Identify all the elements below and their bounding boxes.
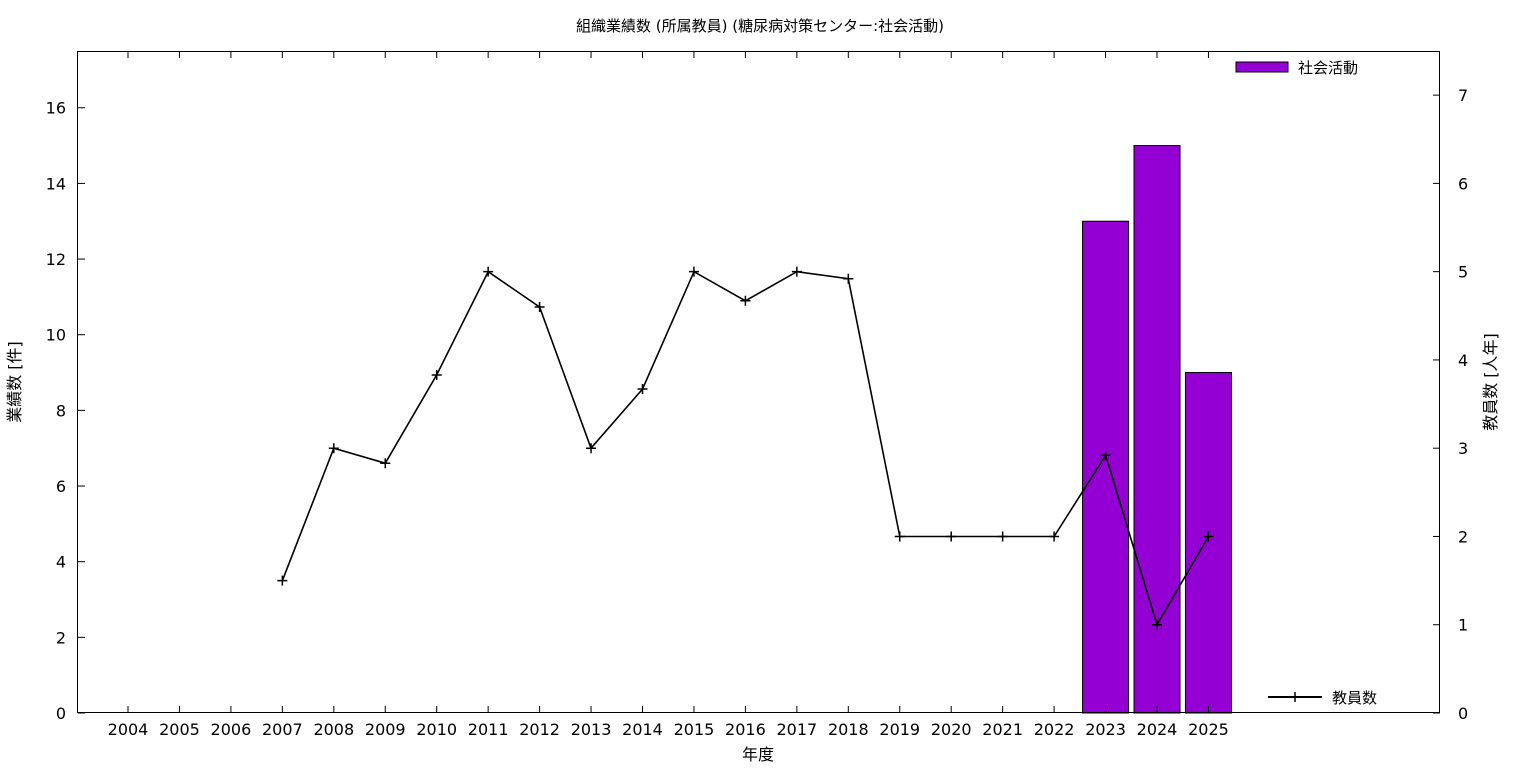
bar-2025	[1184, 372, 1232, 714]
line-point-2015	[688, 266, 699, 277]
line-series-faculty	[281, 270, 1210, 627]
x-tick-label: 2017	[776, 720, 817, 739]
chart-title: 組織業績数 (所属教員) (糖尿病対策センター:社会活動)	[576, 17, 944, 35]
legend-line-marker	[1290, 692, 1300, 702]
line-point-2011	[483, 266, 494, 277]
x-tick-label: 2022	[1034, 720, 1075, 739]
x-tick-label: 2005	[159, 720, 200, 739]
y-tick-label: 4	[56, 553, 66, 572]
y2-tick-label: 6	[1458, 174, 1468, 193]
y-axis-right: 0 1 2 3 4 5 6 7	[1433, 86, 1468, 723]
legend-bar-label: 社会活動	[1298, 59, 1358, 77]
legend-line: 教員数	[1268, 689, 1377, 707]
x-tick-label: 2010	[416, 720, 457, 739]
y-tick-label: 14	[46, 174, 66, 193]
y2-tick-label: 2	[1458, 527, 1468, 546]
y-axis-label: 業績数 [件]	[5, 341, 24, 423]
line-point-2022	[1049, 531, 1060, 542]
line-point-2010	[431, 369, 442, 380]
x-tick-label: 2014	[622, 720, 663, 739]
line-point-2016	[740, 295, 751, 306]
plot-frame	[77, 51, 1440, 713]
legend-bar-swatch	[1235, 61, 1289, 73]
bars-layer	[1082, 145, 1232, 714]
x-tick-label: 2021	[982, 720, 1023, 739]
bar-2023	[1082, 220, 1130, 714]
x-axis-label: 年度	[742, 745, 774, 764]
x-tick-label: 2013	[571, 720, 612, 739]
y-tick-label: 12	[46, 250, 66, 269]
y2-tick-label: 4	[1458, 351, 1468, 370]
x-tick-label: 2009	[365, 720, 406, 739]
y2-axis-label: 教員数 [人年]	[1481, 333, 1500, 431]
y2-tick-label: 7	[1458, 86, 1468, 105]
line-layer	[277, 266, 1214, 630]
x-tick-label: 2020	[931, 720, 972, 739]
line-point-2020	[946, 531, 957, 542]
y2-tick-label: 0	[1458, 704, 1468, 723]
y-tick-label: 10	[46, 326, 66, 345]
x-tick-label: 2019	[879, 720, 920, 739]
y2-tick-label: 1	[1458, 616, 1468, 635]
x-tick-label: 2016	[725, 720, 766, 739]
y-tick-label: 6	[56, 477, 66, 496]
y-axis-left: 0 2 4 6 8 10 12 14 16	[46, 99, 85, 723]
x-tick-label: 2007	[262, 720, 303, 739]
x-tick-label: 2008	[313, 720, 354, 739]
y-tick-label: 2	[56, 628, 66, 647]
x-axis: 2004 2005 2006 2007 2008 2009 2010 2011 2012 2013…	[108, 51, 1229, 739]
y2-tick-label: 5	[1458, 263, 1468, 282]
line-point-2025	[1203, 531, 1214, 542]
x-tick-label: 2025	[1188, 720, 1229, 739]
line-point-2018	[843, 273, 854, 284]
line-point-2012	[534, 301, 545, 312]
line-point-2024	[1152, 619, 1162, 630]
legend-line-label: 教員数	[1332, 689, 1377, 707]
line-point-2008	[328, 443, 339, 454]
line-point-2007	[277, 575, 288, 586]
x-tick-label: 2006	[211, 720, 252, 739]
line-point-2021	[997, 531, 1008, 542]
x-tick-label: 2015	[674, 720, 715, 739]
x-tick-label: 2024	[1137, 720, 1178, 739]
line-point-2013	[586, 443, 597, 454]
x-tick-label: 2018	[828, 720, 869, 739]
line-point-2014	[637, 384, 648, 395]
x-tick-label: 2012	[519, 720, 560, 739]
x-tick-label: 2004	[108, 720, 149, 739]
line-point-2017	[791, 266, 802, 277]
y-tick-label: 0	[56, 704, 66, 723]
line-point-2009	[380, 458, 391, 469]
line-point-2019	[894, 531, 905, 542]
legend-bar: 社会活動	[1235, 59, 1358, 77]
line-point-2023	[1100, 450, 1111, 461]
x-tick-label: 2023	[1085, 720, 1126, 739]
y-tick-label: 16	[46, 99, 66, 118]
x-tick-label: 2011	[468, 720, 509, 739]
y2-tick-label: 3	[1458, 439, 1468, 458]
y-tick-label: 8	[56, 401, 66, 420]
bar-2024	[1133, 145, 1181, 714]
